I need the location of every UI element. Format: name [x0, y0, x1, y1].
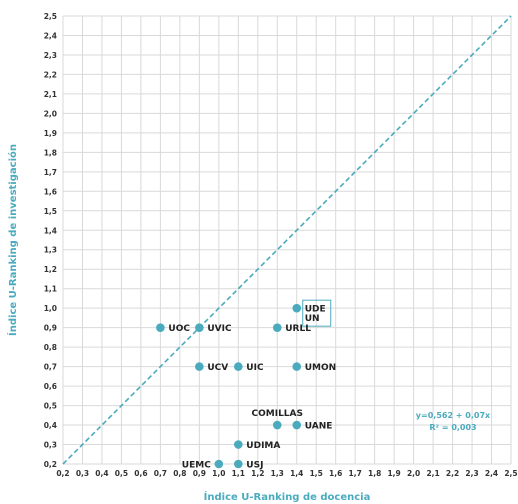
point-label: USJ [246, 461, 263, 471]
point-label: UVIC [207, 324, 232, 334]
x-tick-label: 0,7 [154, 469, 167, 478]
y-tick-label: 1,1 [44, 285, 57, 294]
y-tick-label: 0,2 [44, 460, 57, 469]
x-tick-label: 1,3 [271, 469, 284, 478]
equation-label: y=0,562 + 0,07x [416, 411, 491, 420]
point-label: URLL [285, 324, 311, 334]
x-tick-label: 1,2 [251, 469, 264, 478]
data-point [234, 459, 243, 469]
y-tick-label: 0,4 [44, 421, 57, 430]
data-point [195, 362, 204, 371]
data-point [234, 362, 243, 371]
x-tick-label: 2,2 [446, 469, 459, 478]
grid-lines [62, 15, 512, 465]
x-tick-labels: 0,2 0,3 0,4 0,5 0,6 0,7 0,8 0,9 1,0 1,1 1,2 1,3 1,4 1… [56, 469, 517, 478]
x-tick-label: 2,4 [485, 469, 498, 478]
x-tick-label: 2,0 [407, 469, 420, 478]
ude-label-box [302, 299, 332, 327]
y-tick-label: 2,4 [44, 31, 57, 40]
point-label: COMILLAS [252, 409, 303, 419]
x-tick-label: 1,8 [368, 469, 381, 478]
x-tick-label: 2,1 [426, 469, 439, 478]
data-point [214, 459, 224, 469]
y-tick-label: 1,6 [44, 187, 57, 196]
x-tick-label: 1,1 [232, 469, 245, 478]
y-tick-label: 1,3 [44, 246, 57, 255]
data-point [234, 440, 243, 449]
point-label: UMON [305, 363, 336, 373]
y-axis-title: Índice U-Ranking de investigación [6, 144, 19, 336]
x-tick-label: 1,7 [349, 469, 362, 478]
y-tick-label: 1,0 [44, 304, 57, 313]
data-point [156, 323, 165, 332]
point-label: UN [305, 314, 320, 324]
y-tick-label: 0,8 [44, 343, 57, 352]
y-tick-label: 1,5 [44, 207, 57, 216]
data-point [195, 323, 204, 332]
x-tick-label: 0,8 [173, 469, 186, 478]
x-tick-label: 0,6 [134, 469, 147, 478]
y-tick-labels: 0,2 0,3 0,4 0,5 0,6 0,7 0,8 0,9 1,0 1,1 1,2 1,3 1,4 1… [44, 12, 57, 469]
y-tick-label: 0,7 [44, 363, 57, 372]
y-tick-label: 2,0 [44, 109, 57, 118]
point-label: UDE [305, 305, 326, 315]
y-tick-label: 2,5 [44, 12, 57, 21]
x-tick-label: 0,2 [56, 469, 69, 478]
x-tick-label: 2,5 [504, 469, 517, 478]
y-tick-label: 1,2 [44, 265, 57, 274]
x-tick-label: 0,5 [115, 469, 128, 478]
point-label: UOC [168, 324, 190, 334]
data-point [272, 323, 282, 332]
x-tick-label: 2,3 [465, 469, 478, 478]
y-tick-label: 0,6 [44, 382, 57, 391]
y-tick-label: 1,4 [44, 226, 57, 235]
point-label: UCV [207, 363, 228, 373]
x-tick-label: 1,5 [310, 469, 323, 478]
point-label: UIC [246, 363, 264, 373]
y-tick-label: 1,7 [44, 168, 57, 177]
x-tick-label: 1,0 [212, 469, 225, 478]
y-tick-label: 0,9 [44, 324, 57, 333]
data-point [272, 420, 282, 430]
x-tick-label: 1,9 [387, 469, 400, 478]
data-point [292, 362, 302, 371]
x-tick-label: 1,6 [329, 469, 342, 478]
r-squared-label: R² = 0,003 [429, 423, 476, 432]
y-tick-label: 1,9 [44, 129, 57, 138]
x-axis-title: Índice U-Ranking de docencia [204, 490, 371, 503]
x-tick-label: 1,4 [290, 469, 303, 478]
x-tick-label: 0,4 [95, 469, 108, 478]
y-tick-label: 1,8 [44, 148, 57, 157]
reference-diagonal-line [62, 15, 512, 465]
x-tick-label: 0,9 [193, 469, 206, 478]
data-point [292, 303, 302, 313]
point-label: UANE [305, 422, 333, 432]
y-tick-label: 2,2 [44, 70, 57, 79]
data-point [292, 420, 302, 430]
y-tick-label: 0,5 [44, 402, 57, 411]
y-tick-label: 2,3 [44, 51, 57, 60]
y-tick-label: 0,3 [44, 441, 57, 450]
point-label: UDIMA [246, 441, 280, 451]
x-tick-label: 0,3 [76, 469, 89, 478]
point-label: UEMC [182, 461, 211, 471]
y-tick-label: 2,1 [44, 90, 57, 99]
